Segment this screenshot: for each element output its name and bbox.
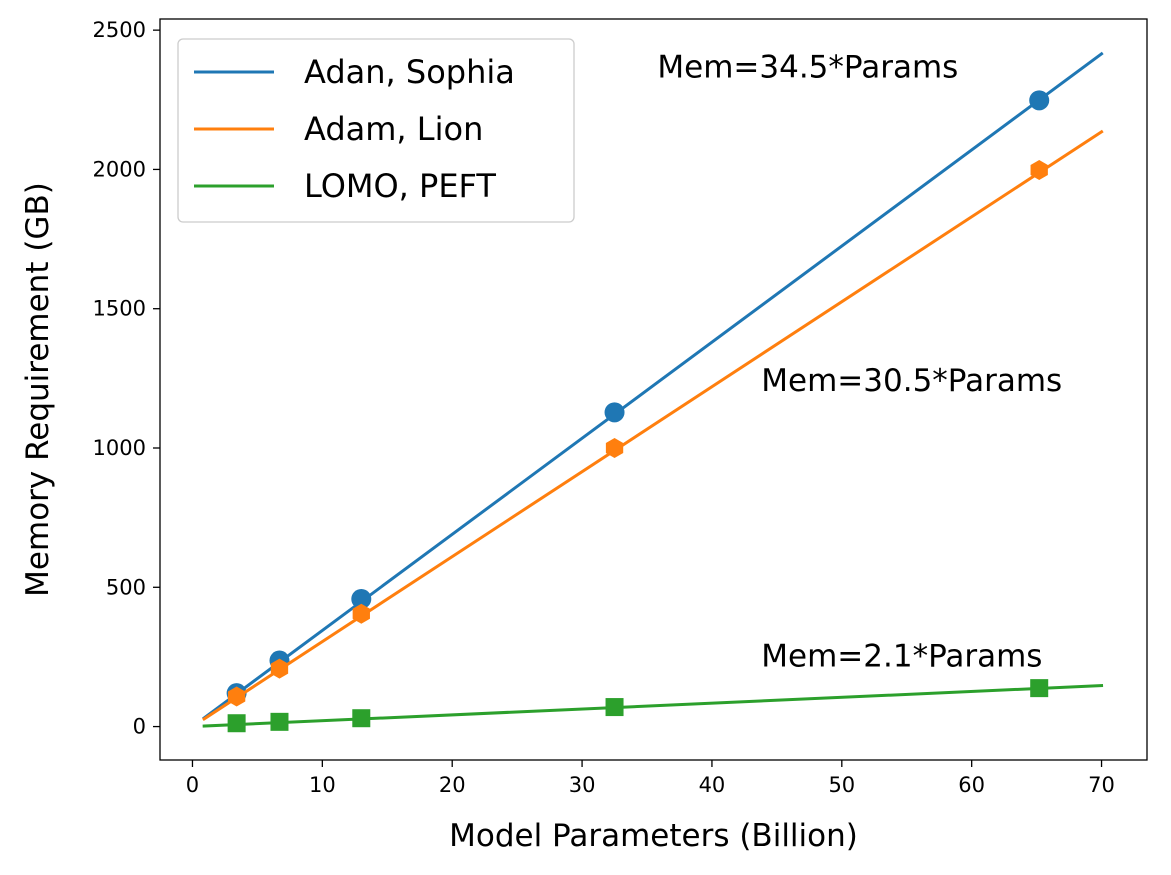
data-point-adan-sophia — [604, 402, 625, 423]
y-tick-label: 500 — [106, 575, 146, 599]
x-tick-label: 30 — [569, 773, 596, 797]
annotation-label: Mem=34.5*Params — [657, 50, 958, 86]
axes: 0 10 20 30 40 50 60 70 0 500 1000 1500 2000 2500 Mod… — [20, 18, 1148, 854]
y-tick-label: 2000 — [93, 157, 146, 181]
y-tick-label: 0 — [133, 715, 146, 739]
data-point-adan-sophia — [1029, 90, 1050, 111]
series-line-lomo-peft — [202, 684, 1104, 728]
x-tick-label: 50 — [828, 773, 855, 797]
x-tick-label: 10 — [309, 773, 336, 797]
x-tick-label: 60 — [958, 773, 985, 797]
data-point-lomo-peft — [1030, 679, 1049, 698]
data-point-lomo-peft — [270, 712, 289, 731]
data-point-adam-lion — [1030, 159, 1048, 180]
plot-frame — [159, 18, 1148, 761]
data-point-adan-sophia — [351, 588, 372, 609]
data-point-adam-lion — [227, 686, 246, 707]
series-adam-lion — [202, 129, 1104, 722]
legend-label-adan-sophia: Adan, Sophia — [304, 53, 515, 91]
legend-box — [177, 38, 575, 223]
annotation-layer: Mem=34.5*Params Mem=30.5*Params Mem=2.1*Pa… — [657, 50, 1062, 675]
data-point-adam-lion — [352, 603, 370, 624]
legend-label-adam-lion: Adam, Lion — [304, 110, 483, 148]
series-line-adam-lion — [202, 129, 1104, 722]
x-tick-label: 0 — [186, 773, 199, 797]
x-tick-label: 40 — [699, 773, 726, 797]
x-axis-title: Model Parameters (Billion) — [449, 818, 858, 854]
series-layer — [202, 51, 1104, 733]
annotation-label: Mem=2.1*Params — [761, 639, 1042, 675]
y-axis-title: Memory Requirement (GB) — [20, 182, 56, 597]
data-point-lomo-peft — [605, 698, 624, 717]
legend: Adan, Sophia Adam, Lion LOMO, PEFT — [177, 38, 575, 223]
x-tick-label: 70 — [1088, 773, 1115, 797]
y-tick-label: 2500 — [93, 18, 146, 42]
annotation-label: Mem=30.5*Params — [761, 363, 1062, 399]
x-axis-ticks: 0 10 20 30 40 50 60 70 — [186, 760, 1115, 797]
y-tick-label: 1000 — [93, 436, 146, 460]
series-lomo-peft — [202, 679, 1104, 733]
series-line-adan-sophia — [202, 51, 1104, 721]
x-tick-label: 20 — [439, 773, 466, 797]
data-point-adam-lion — [605, 438, 624, 458]
legend-label-lomo-peft: LOMO, PEFT — [304, 167, 496, 205]
data-point-lomo-peft — [352, 709, 371, 728]
data-point-lomo-peft — [227, 714, 246, 733]
y-tick-label: 1500 — [93, 297, 146, 321]
y-axis-ticks: 0 500 1000 1500 2000 2500 — [93, 18, 160, 739]
data-point-adam-lion — [270, 658, 289, 679]
